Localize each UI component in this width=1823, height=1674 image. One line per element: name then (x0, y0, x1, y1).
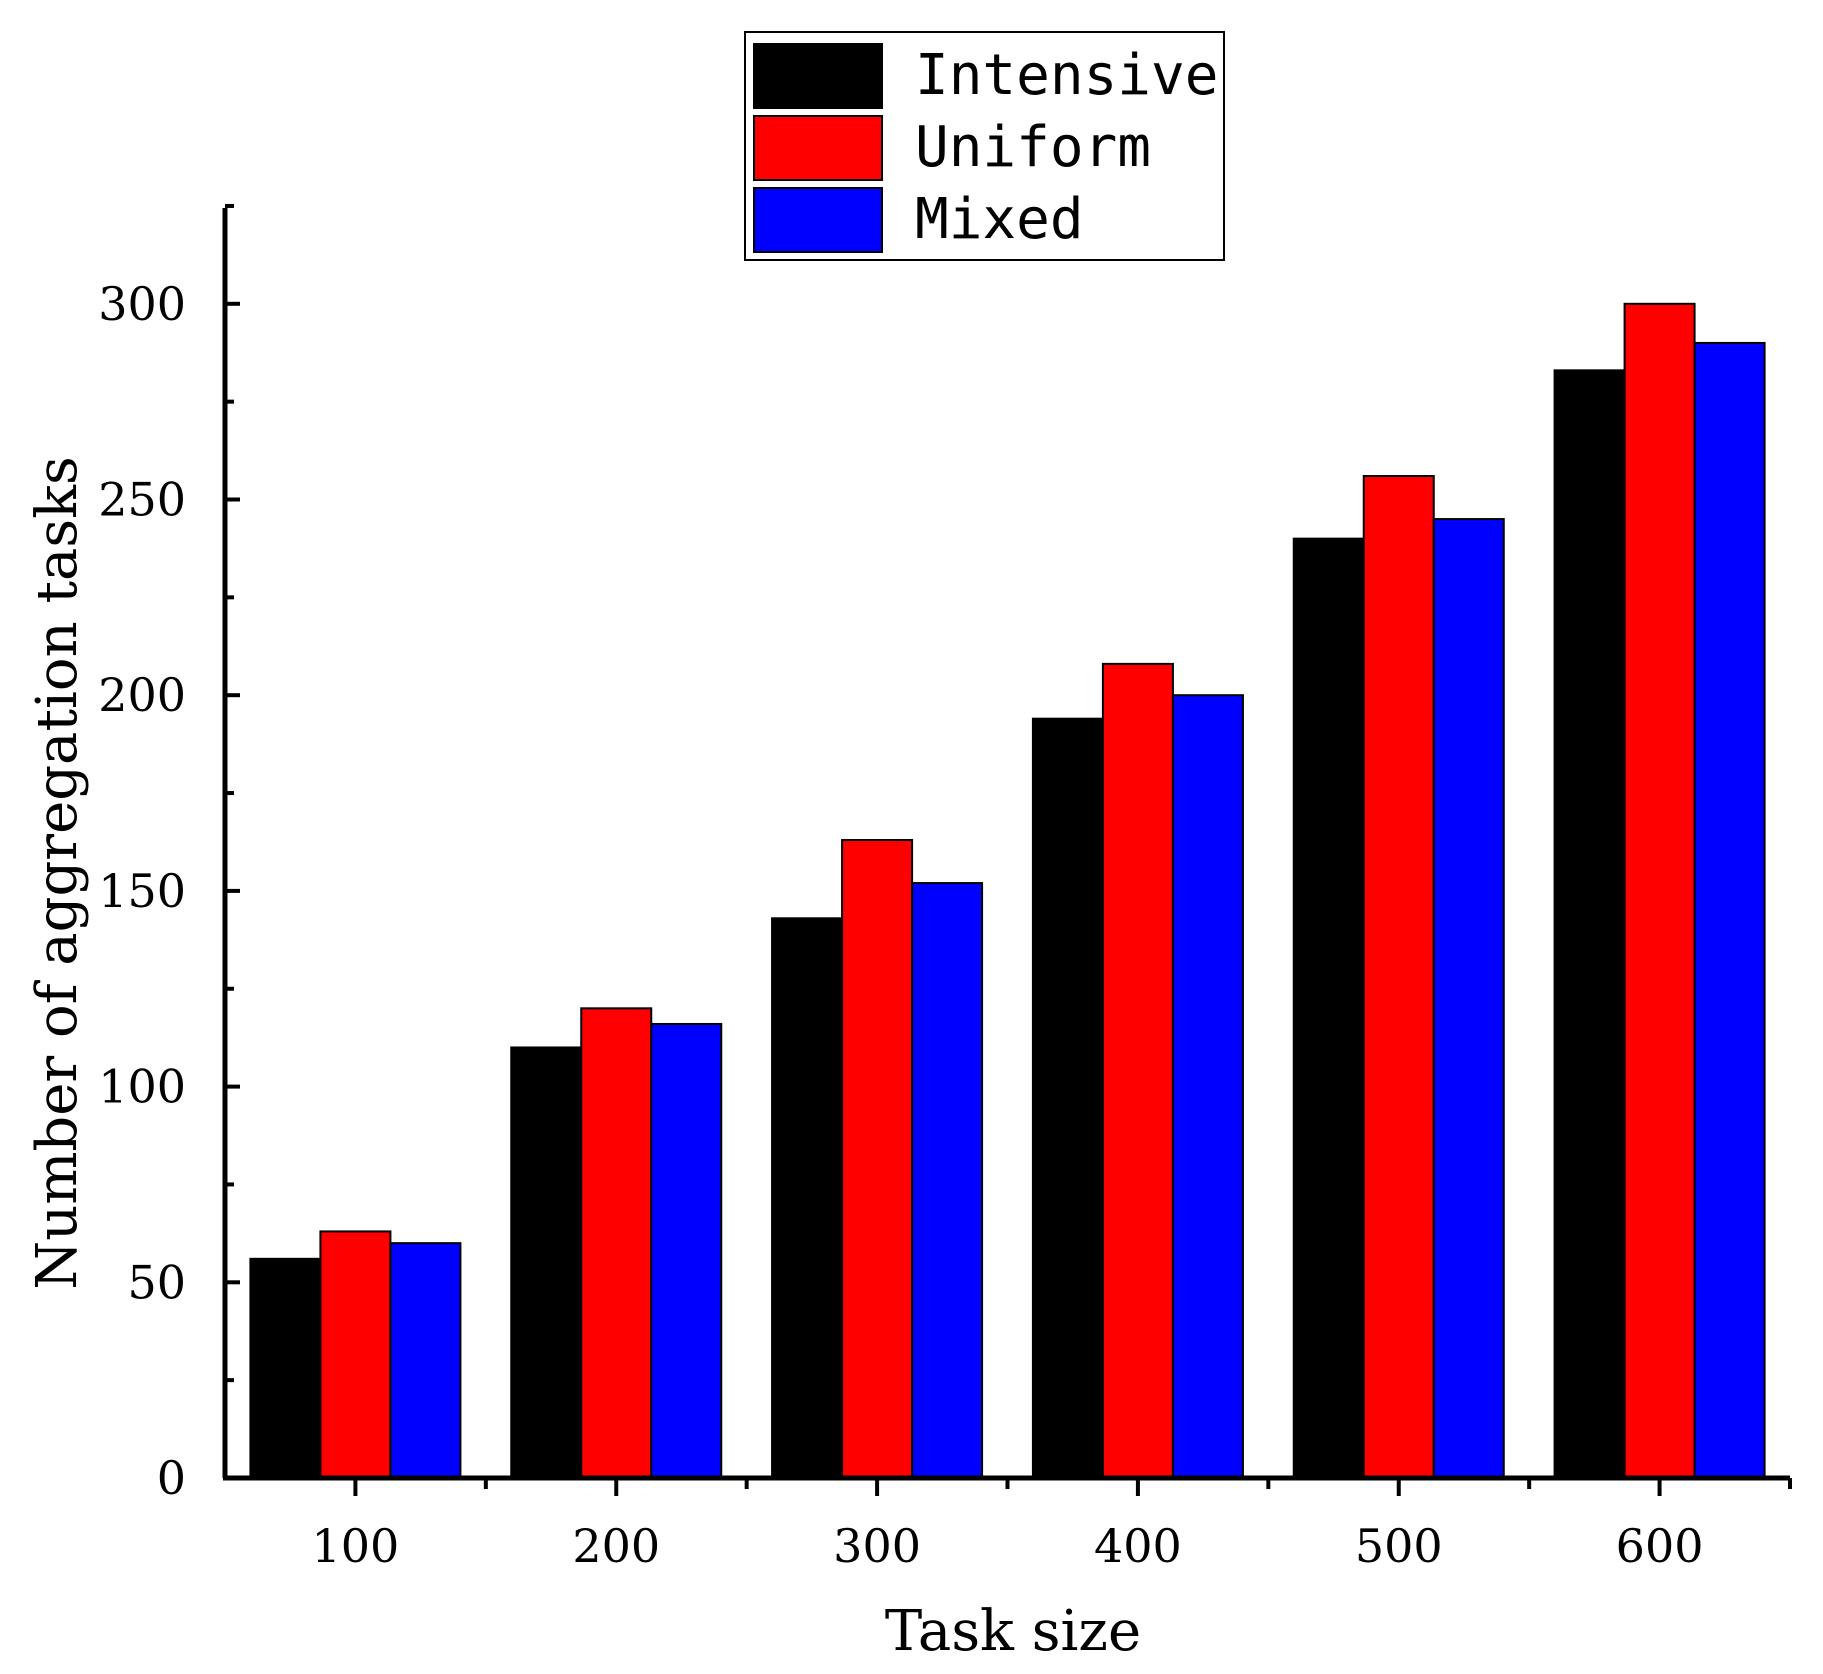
bar-uniform-500 (1362, 475, 1435, 1479)
x-ticks: 100 200 300 400 500 600 (312, 1478, 1792, 1573)
y-tick-label: 300 (98, 277, 186, 331)
bar-uniform-300 (841, 839, 914, 1479)
legend-swatch-uniform (753, 115, 883, 181)
bar-uniform-200 (580, 1007, 653, 1479)
x-axis-title: Task size (885, 1599, 1141, 1664)
x-tick-label: 500 (1355, 1519, 1443, 1573)
legend-label-mixed: Mixed (915, 187, 1084, 252)
legend-swatch-intensive (753, 43, 883, 109)
y-tick-label: 200 (98, 668, 186, 722)
y-axis-title: Number of aggregation tasks (25, 456, 90, 1290)
y-tick-label: 0 (157, 1451, 186, 1505)
legend-swatch-mixed (753, 187, 883, 253)
y-tick-label: 100 (98, 1060, 186, 1114)
x-tick-label: 100 (312, 1519, 400, 1573)
bar-intensive-500 (1292, 537, 1365, 1479)
y-tick-label: 250 (98, 473, 186, 527)
legend-label-intensive: Intensive (915, 43, 1218, 108)
bar-mixed-100 (389, 1242, 462, 1480)
x-tick-label: 200 (572, 1519, 660, 1573)
bar-mixed-500 (1432, 518, 1505, 1479)
x-tick-label: 400 (1094, 1519, 1182, 1573)
bar-mixed-300 (911, 882, 984, 1479)
bar-uniform-600 (1623, 302, 1696, 1479)
legend-label-uniform: Uniform (915, 115, 1151, 180)
bar-intensive-300 (771, 917, 844, 1479)
bar-uniform-100 (319, 1230, 392, 1479)
legend: Intensive Uniform Mixed (744, 31, 1225, 261)
bar-intensive-400 (1031, 717, 1104, 1479)
bar-uniform-400 (1101, 662, 1174, 1479)
bars-layer (249, 302, 1766, 1480)
bar-intensive-600 (1553, 369, 1626, 1479)
y-tick-label: 150 (98, 864, 186, 918)
y-tick-label: 50 (127, 1255, 186, 1309)
x-tick-label: 600 (1616, 1519, 1704, 1573)
bar-intensive-200 (510, 1046, 583, 1479)
bar-mixed-400 (1171, 694, 1244, 1479)
bar-mixed-200 (650, 1022, 723, 1479)
x-tick-label: 300 (833, 1519, 921, 1573)
bar-intensive-100 (249, 1257, 322, 1480)
y-ticks: 0 50 100 150 200 250 300 (98, 203, 240, 1505)
bar-mixed-600 (1693, 341, 1766, 1480)
